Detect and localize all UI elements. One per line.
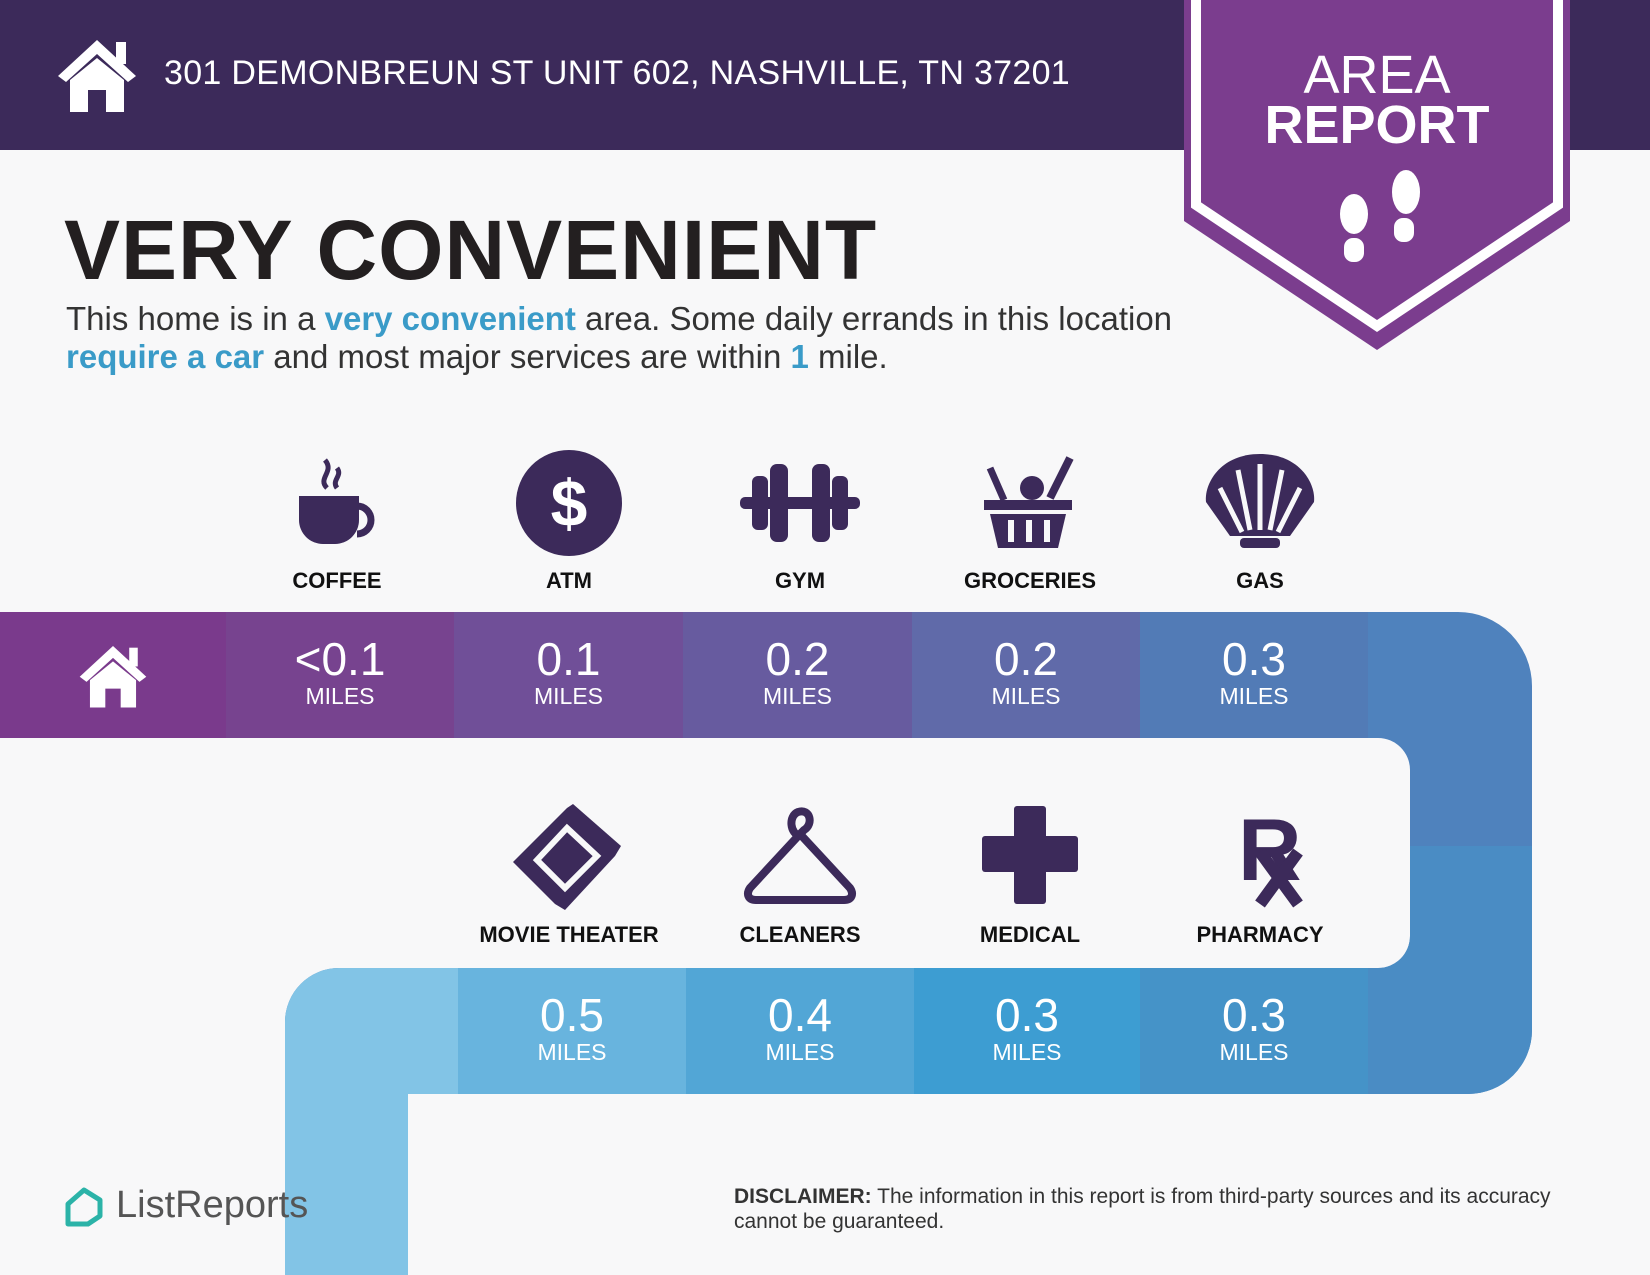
desc-highlight: very convenient <box>324 300 576 337</box>
amenity-label: MEDICAL <box>979 922 1081 947</box>
distance-value: 0.2 <box>765 633 830 685</box>
distance-value: 0.4 <box>768 989 832 1041</box>
amenity-label: COFFEE <box>292 568 382 593</box>
medical-cross-icon <box>982 806 1078 904</box>
property-address: 301 DEMONBREUN ST UNIT 602, NASHVILLE, T… <box>164 54 1071 92</box>
distance-unit: MILES <box>1219 683 1289 709</box>
distance-cell: 0.5 MILES <box>458 968 686 1094</box>
distance-value: 0.1 <box>536 633 601 685</box>
distance-unit: MILES <box>762 683 833 709</box>
amenity-label: GYM <box>774 568 826 593</box>
distance-unit: MILES <box>992 1039 1062 1065</box>
footprints-icon <box>1340 170 1420 262</box>
distance-unit: MILES <box>765 1039 835 1065</box>
dumbbell-icon <box>740 464 860 542</box>
distance-cell: 0.2 MILES <box>683 612 912 738</box>
rx-icon: R <box>1238 800 1303 908</box>
distance-cell: <0.1 MILES <box>226 612 454 738</box>
disclaimer: DISCLAIMER: The information in this repo… <box>734 1184 1594 1234</box>
distance-value: 0.3 <box>995 989 1059 1041</box>
hanger-icon <box>744 807 856 904</box>
area-report-banner <box>1184 0 1570 350</box>
amenity-label: GAS <box>1236 568 1284 593</box>
banner-title: AREA REPORT <box>1184 45 1570 155</box>
distance-cell: 0.3 MILES <box>1140 968 1368 1094</box>
amenity-label: CLEANERS <box>739 922 861 947</box>
distance-cell: 0.3 MILES <box>1140 612 1368 738</box>
home-icon <box>58 40 136 112</box>
distance-value: 0.5 <box>540 989 604 1041</box>
distance-cell: 0.2 MILES <box>912 612 1140 738</box>
amenity-label: GROCERIES <box>963 568 1097 593</box>
dollar-icon: $ <box>516 450 622 556</box>
amenity-label: PHARMACY <box>1196 922 1324 947</box>
svg-text:$: $ <box>551 466 588 540</box>
basket-icon <box>984 456 1074 548</box>
desc-text: mile. <box>808 338 888 375</box>
shell-icon <box>1205 454 1315 548</box>
distance-cell: 0.1 MILES <box>454 612 683 738</box>
desc-text: and most major services are within <box>264 338 791 375</box>
banner-line2: REPORT <box>1264 95 1490 155</box>
ticket-icon <box>513 804 621 910</box>
distance-cell: 0.3 MILES <box>914 968 1140 1094</box>
distance-value: 0.2 <box>994 633 1058 685</box>
distance-cell: 0.4 MILES <box>686 968 914 1094</box>
listreports-logo: ListReports <box>116 1184 309 1226</box>
amenity-label: ATM <box>545 568 593 593</box>
distance-unit: MILES <box>537 1039 607 1065</box>
page-title: VERY CONVENIENT <box>64 203 878 297</box>
distance-value: <0.1 <box>294 633 386 685</box>
listreports-logo-icon <box>65 1187 103 1227</box>
distance-unit: MILES <box>991 683 1061 709</box>
distance-value: 0.3 <box>1222 633 1286 685</box>
desc-highlight: require a car <box>66 338 265 375</box>
distance-unit: MILES <box>305 683 375 709</box>
desc-text: This home is in a <box>66 300 325 337</box>
description: This home is in a very convenient area. … <box>66 300 1186 376</box>
desc-highlight: 1 <box>790 338 809 375</box>
home-cell <box>0 612 226 738</box>
desc-text: area. Some daily errands in this locatio… <box>575 300 1173 337</box>
distance-unit: MILES <box>1219 1039 1289 1065</box>
home-icon <box>79 645 147 708</box>
banner-line1: AREA <box>1303 45 1451 105</box>
coffee-icon <box>299 458 375 544</box>
disclaimer-text: The information in this report is from t… <box>734 1185 1551 1233</box>
distance-unit: MILES <box>533 683 604 709</box>
distance-value: 0.3 <box>1222 989 1286 1041</box>
amenity-label: MOVIE THEATER <box>479 922 659 947</box>
disclaimer-label: DISCLAIMER: <box>734 1185 872 1208</box>
